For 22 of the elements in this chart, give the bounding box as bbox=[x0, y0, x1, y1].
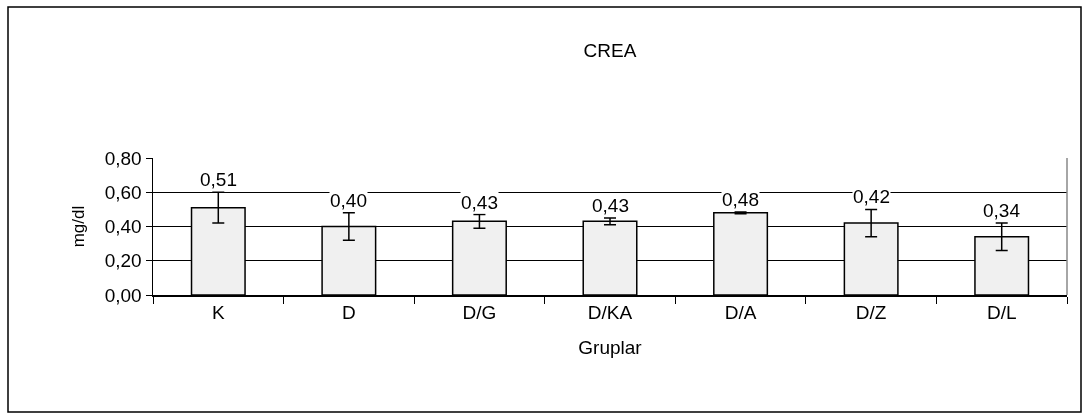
x-tick-label: D/KA bbox=[587, 302, 633, 324]
y-tick-label: 0,00 bbox=[104, 284, 142, 306]
data-label: 0,43 bbox=[592, 195, 629, 216]
x-tick-label: D/Z bbox=[855, 302, 887, 324]
data-label: 0,40 bbox=[330, 190, 367, 211]
chart-title: CREA bbox=[583, 39, 637, 61]
data-label: 0,48 bbox=[722, 189, 759, 210]
y-tick-label: 0,20 bbox=[104, 250, 142, 272]
y-axis-title: mg/dl bbox=[68, 205, 88, 248]
data-label: 0,43 bbox=[461, 192, 498, 213]
x-axis-title: Gruplar bbox=[578, 336, 643, 358]
x-tick-label: D bbox=[341, 302, 356, 324]
y-tick-label: 0,80 bbox=[104, 147, 142, 169]
data-label: 0,34 bbox=[983, 200, 1021, 221]
x-tick-label: D/L bbox=[986, 302, 1017, 324]
x-tick-label: K bbox=[211, 302, 225, 324]
x-tick-label: D/G bbox=[462, 302, 497, 324]
y-tick-label: 0,60 bbox=[104, 181, 142, 203]
x-tick-label: D/A bbox=[724, 302, 757, 324]
data-label: 0,42 bbox=[853, 186, 890, 207]
data-label: 0,51 bbox=[200, 169, 237, 190]
y-tick-label: 0,40 bbox=[104, 216, 142, 238]
